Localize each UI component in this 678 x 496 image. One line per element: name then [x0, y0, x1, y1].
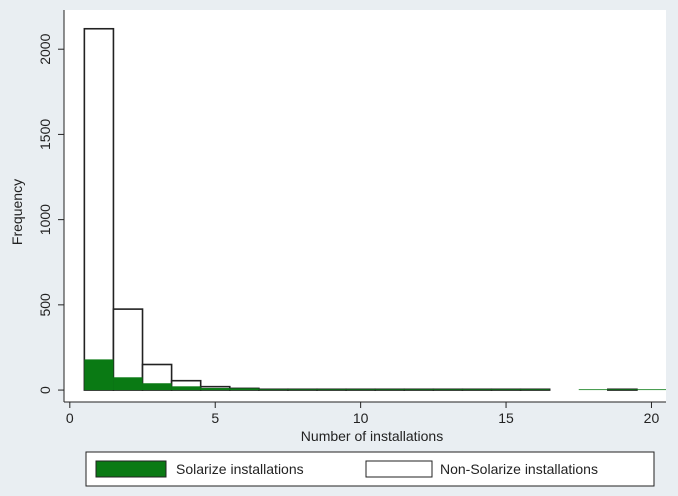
solarize-bar [229, 388, 259, 391]
x-tick-label: 10 [353, 410, 369, 426]
solarize-bar [258, 389, 288, 391]
solarize-bar [520, 389, 550, 391]
solarize-bar [84, 359, 114, 391]
x-axis-ticks: 0 5 10 15 20 [66, 402, 660, 426]
y-tick-label: 500 [37, 293, 53, 317]
non-solarize-bar [83, 27, 115, 391]
y-tick-label: 2000 [37, 33, 53, 64]
solarize-bar [171, 386, 201, 391]
solarize-bar [491, 389, 521, 391]
legend-label-solarize: Solarize installations [176, 461, 304, 477]
solarize-bar [113, 377, 143, 391]
solarize-bar [287, 389, 318, 391]
x-tick-label: 5 [211, 410, 219, 426]
solarize-bar [607, 389, 637, 391]
solarize-bar [346, 389, 376, 391]
x-tick-label: 15 [498, 410, 514, 426]
plot-area [64, 10, 666, 402]
solarize-bar [375, 389, 405, 391]
solarize-bar [317, 389, 347, 391]
y-axis-label: Frequency [9, 179, 25, 245]
solarize-bars [84, 359, 666, 391]
legend-swatch-solarize [95, 460, 167, 478]
solarize-bar [433, 389, 463, 391]
x-tick-label: 20 [644, 410, 660, 426]
y-tick-label: 1000 [37, 204, 53, 235]
y-tick-label: 0 [37, 386, 53, 394]
solarize-bar [200, 388, 230, 391]
solarize-bar [578, 389, 608, 391]
x-axis-label: Number of installations [301, 428, 443, 444]
solarize-bar [142, 383, 172, 391]
solarize-bar [404, 389, 434, 391]
y-axis-ticks: 0 500 1000 1500 2000 [37, 33, 64, 394]
x-tick-label: 0 [66, 410, 74, 426]
y-tick-label: 1500 [37, 119, 53, 150]
legend-swatch-non-solarize [365, 460, 433, 478]
legend-label-non-solarize: Non-Solarize installations [440, 461, 598, 477]
solarize-bar [462, 389, 492, 391]
legend: Solarize installations Non-Solarize inst… [85, 451, 655, 487]
solarize-bar [636, 389, 666, 391]
